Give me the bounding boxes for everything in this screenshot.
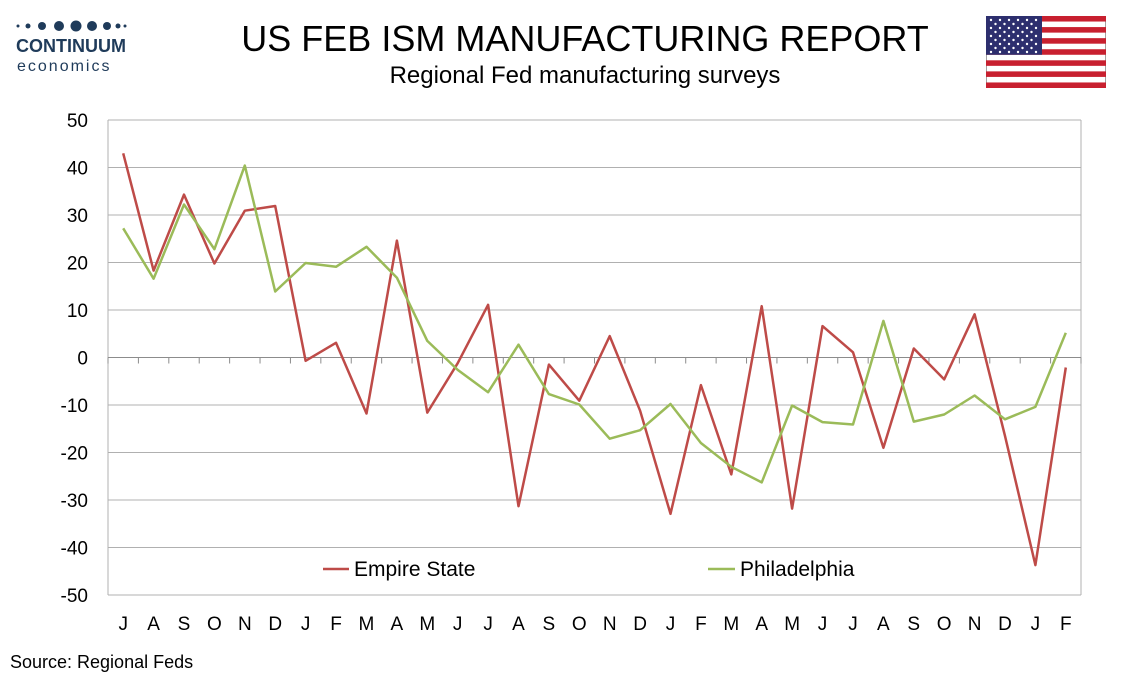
x-tick-label: A xyxy=(877,614,890,635)
x-tick-label: M xyxy=(723,614,739,635)
x-tick-label: N xyxy=(603,614,617,635)
x-tick-label: J xyxy=(483,614,493,635)
x-tick-label: M xyxy=(784,614,800,635)
x-tick-label: O xyxy=(207,614,222,635)
x-tick-label: M xyxy=(359,614,375,635)
series-line-empire-state xyxy=(121,152,1068,567)
x-tick-label: J xyxy=(848,614,858,635)
x-tick-label: J xyxy=(301,614,311,635)
y-tick-label: 10 xyxy=(67,301,88,322)
x-tick-label: O xyxy=(572,614,587,635)
x-tick-label: J xyxy=(1031,614,1041,635)
legend-label: Philadelphia xyxy=(740,558,855,581)
x-tick-label: A xyxy=(512,614,525,635)
x-tick-label: J xyxy=(666,614,676,635)
y-tick-label: -10 xyxy=(61,396,88,417)
x-tick-label: A xyxy=(755,614,768,635)
x-tick-label: A xyxy=(391,614,404,635)
x-tick-label: J xyxy=(453,614,463,635)
x-tick-label: N xyxy=(238,614,252,635)
x-tick-label: N xyxy=(968,614,982,635)
logo-dots-icon xyxy=(16,20,127,32)
series-layer xyxy=(121,152,1068,567)
y-tick-label: 50 xyxy=(67,111,88,132)
x-tick-label: D xyxy=(633,614,647,635)
x-tick-label: S xyxy=(178,614,191,635)
x-tick-label: S xyxy=(543,614,556,635)
chart-title: US FEB ISM MANUFACTURING REPORT xyxy=(241,18,929,59)
x-tick-label: D xyxy=(268,614,282,635)
y-tick-label: 40 xyxy=(67,159,88,180)
chart-subtitle: Regional Fed manufacturing surveys xyxy=(389,62,781,89)
legend: Empire State Philadelphia xyxy=(323,558,855,581)
x-tick-label: F xyxy=(1060,614,1072,635)
logo-subtitle: economics xyxy=(17,58,112,75)
source-note: Source: Regional Feds xyxy=(10,652,194,672)
legend-label: Empire State xyxy=(354,558,475,581)
x-tick-label: M xyxy=(419,614,435,635)
y-tick-label: 30 xyxy=(67,206,88,227)
y-tick-label: 0 xyxy=(77,349,88,370)
x-tick-label: D xyxy=(998,614,1012,635)
y-tick-label: -40 xyxy=(61,539,88,560)
y-tick-label: -20 xyxy=(61,444,88,465)
us-flag-icon xyxy=(986,16,1106,88)
x-tick-label: S xyxy=(907,614,920,635)
y-tick-label: 20 xyxy=(67,254,88,275)
logo-name: CONTINUUM xyxy=(16,36,126,56)
y-tick-label: -30 xyxy=(61,491,88,512)
x-tick-label: O xyxy=(937,614,952,635)
x-tick-label: J xyxy=(818,614,828,635)
x-tick-label: A xyxy=(147,614,160,635)
y-tick-label: -50 xyxy=(61,586,88,607)
series-line-philadelphia xyxy=(122,164,1067,484)
continuum-logo: CONTINUUM economics xyxy=(14,14,134,76)
x-tick-label: F xyxy=(695,614,707,635)
x-tick-label: J xyxy=(118,614,128,635)
x-tick-label: F xyxy=(330,614,342,635)
